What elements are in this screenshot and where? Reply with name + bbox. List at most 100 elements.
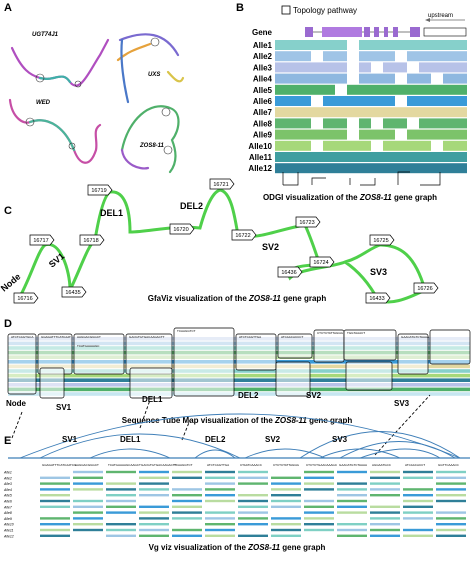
path-segment [40,482,70,485]
cell [443,163,455,174]
cell [323,84,335,95]
path-segment [403,470,433,474]
sequence: CTAATCAAACC [240,463,263,467]
path-segment [304,517,334,520]
cell [419,96,431,106]
cell [395,84,407,95]
path-segment [370,488,400,491]
path-segment [172,494,202,497]
node-box [39,367,65,399]
path-segment [304,505,334,508]
path-segment [205,534,235,537]
cell [431,62,443,73]
cell [383,84,395,95]
cell [359,107,371,118]
path-segment [205,523,235,526]
node-label: 16721 [213,182,228,188]
path-segment [139,494,169,497]
cell [431,96,443,106]
cell [335,96,347,106]
cell [407,129,419,140]
node-box [429,329,471,365]
cell [383,51,395,62]
tube [8,369,470,373]
path-segment [40,476,70,479]
cell [323,40,335,50]
node-arrow [413,282,439,294]
cell [359,96,371,106]
cell [455,140,467,151]
sequence: GAACATGTCTAAAA [339,463,367,467]
cell [455,129,467,140]
cell [287,84,299,95]
cell [383,140,395,151]
cell [275,96,287,106]
path-segment [172,534,202,537]
path-segment [172,505,202,508]
sequence: GAACATGTCTAAAA [401,335,429,339]
path-segment [139,488,169,491]
cell [383,129,395,140]
cell [287,73,299,84]
sv-label: DEL2 [180,201,203,211]
cell [359,40,371,50]
path-segment [172,528,202,532]
cell [431,51,443,62]
row-label: Alle9 [3,517,12,521]
cell [323,140,335,151]
sv-label: DEL2 [205,435,226,444]
cell [419,140,431,151]
path-segment [238,511,268,514]
path-segment [304,476,334,479]
path-segment [271,482,301,485]
node-label: 16433 [369,296,384,302]
cell [395,107,407,118]
gene-name: WED [36,100,51,106]
vg-rows: SV1 DEL1 DEL2 SV2 SV3 GGAGATTTCATCAATCGAAGGAC… [3,435,466,538]
topology-pathway [282,171,441,186]
sequence: ATCTCAGTGCA [11,335,33,339]
cell [311,107,323,118]
row-label: Alle7 [3,505,13,509]
cell [443,107,455,118]
legend-label: Topology pathway [293,6,357,15]
path-segment [436,470,466,474]
path-segment [337,534,367,537]
path-segment [172,511,202,514]
graph-loops [25,37,173,155]
vg-arcs [19,413,461,459]
cell [359,118,371,129]
node-box [73,333,125,375]
cell [443,118,455,129]
cell [299,84,311,95]
cell [407,40,419,50]
path-segment [403,488,433,491]
cell [419,118,431,129]
cell [443,40,455,50]
path-segment [436,534,466,537]
path-segment [40,534,70,537]
gene-model [305,18,467,37]
path-segment [337,494,367,497]
cell [383,118,395,129]
path-segment [205,511,235,514]
path-segment [172,476,202,479]
cell [443,140,455,151]
sv-label: SV1 [56,403,72,412]
cell [275,163,287,174]
cell [407,51,419,62]
sequence: CTCTCTGAACAAAGC [306,463,338,467]
node-label: 16726 [417,286,432,292]
cell [419,129,431,140]
path-segment [403,517,433,520]
sequence: TCATGAAAAGCAAGCT [108,463,141,467]
path-segment [370,534,400,537]
cell [383,73,395,84]
node-label: 16719 [91,188,106,194]
path-segment [73,523,103,526]
cell [455,73,467,84]
row-label: Alle5 [253,86,273,95]
cell [311,40,323,50]
sv-label: SV2 [262,242,279,252]
path-segment [106,494,136,497]
